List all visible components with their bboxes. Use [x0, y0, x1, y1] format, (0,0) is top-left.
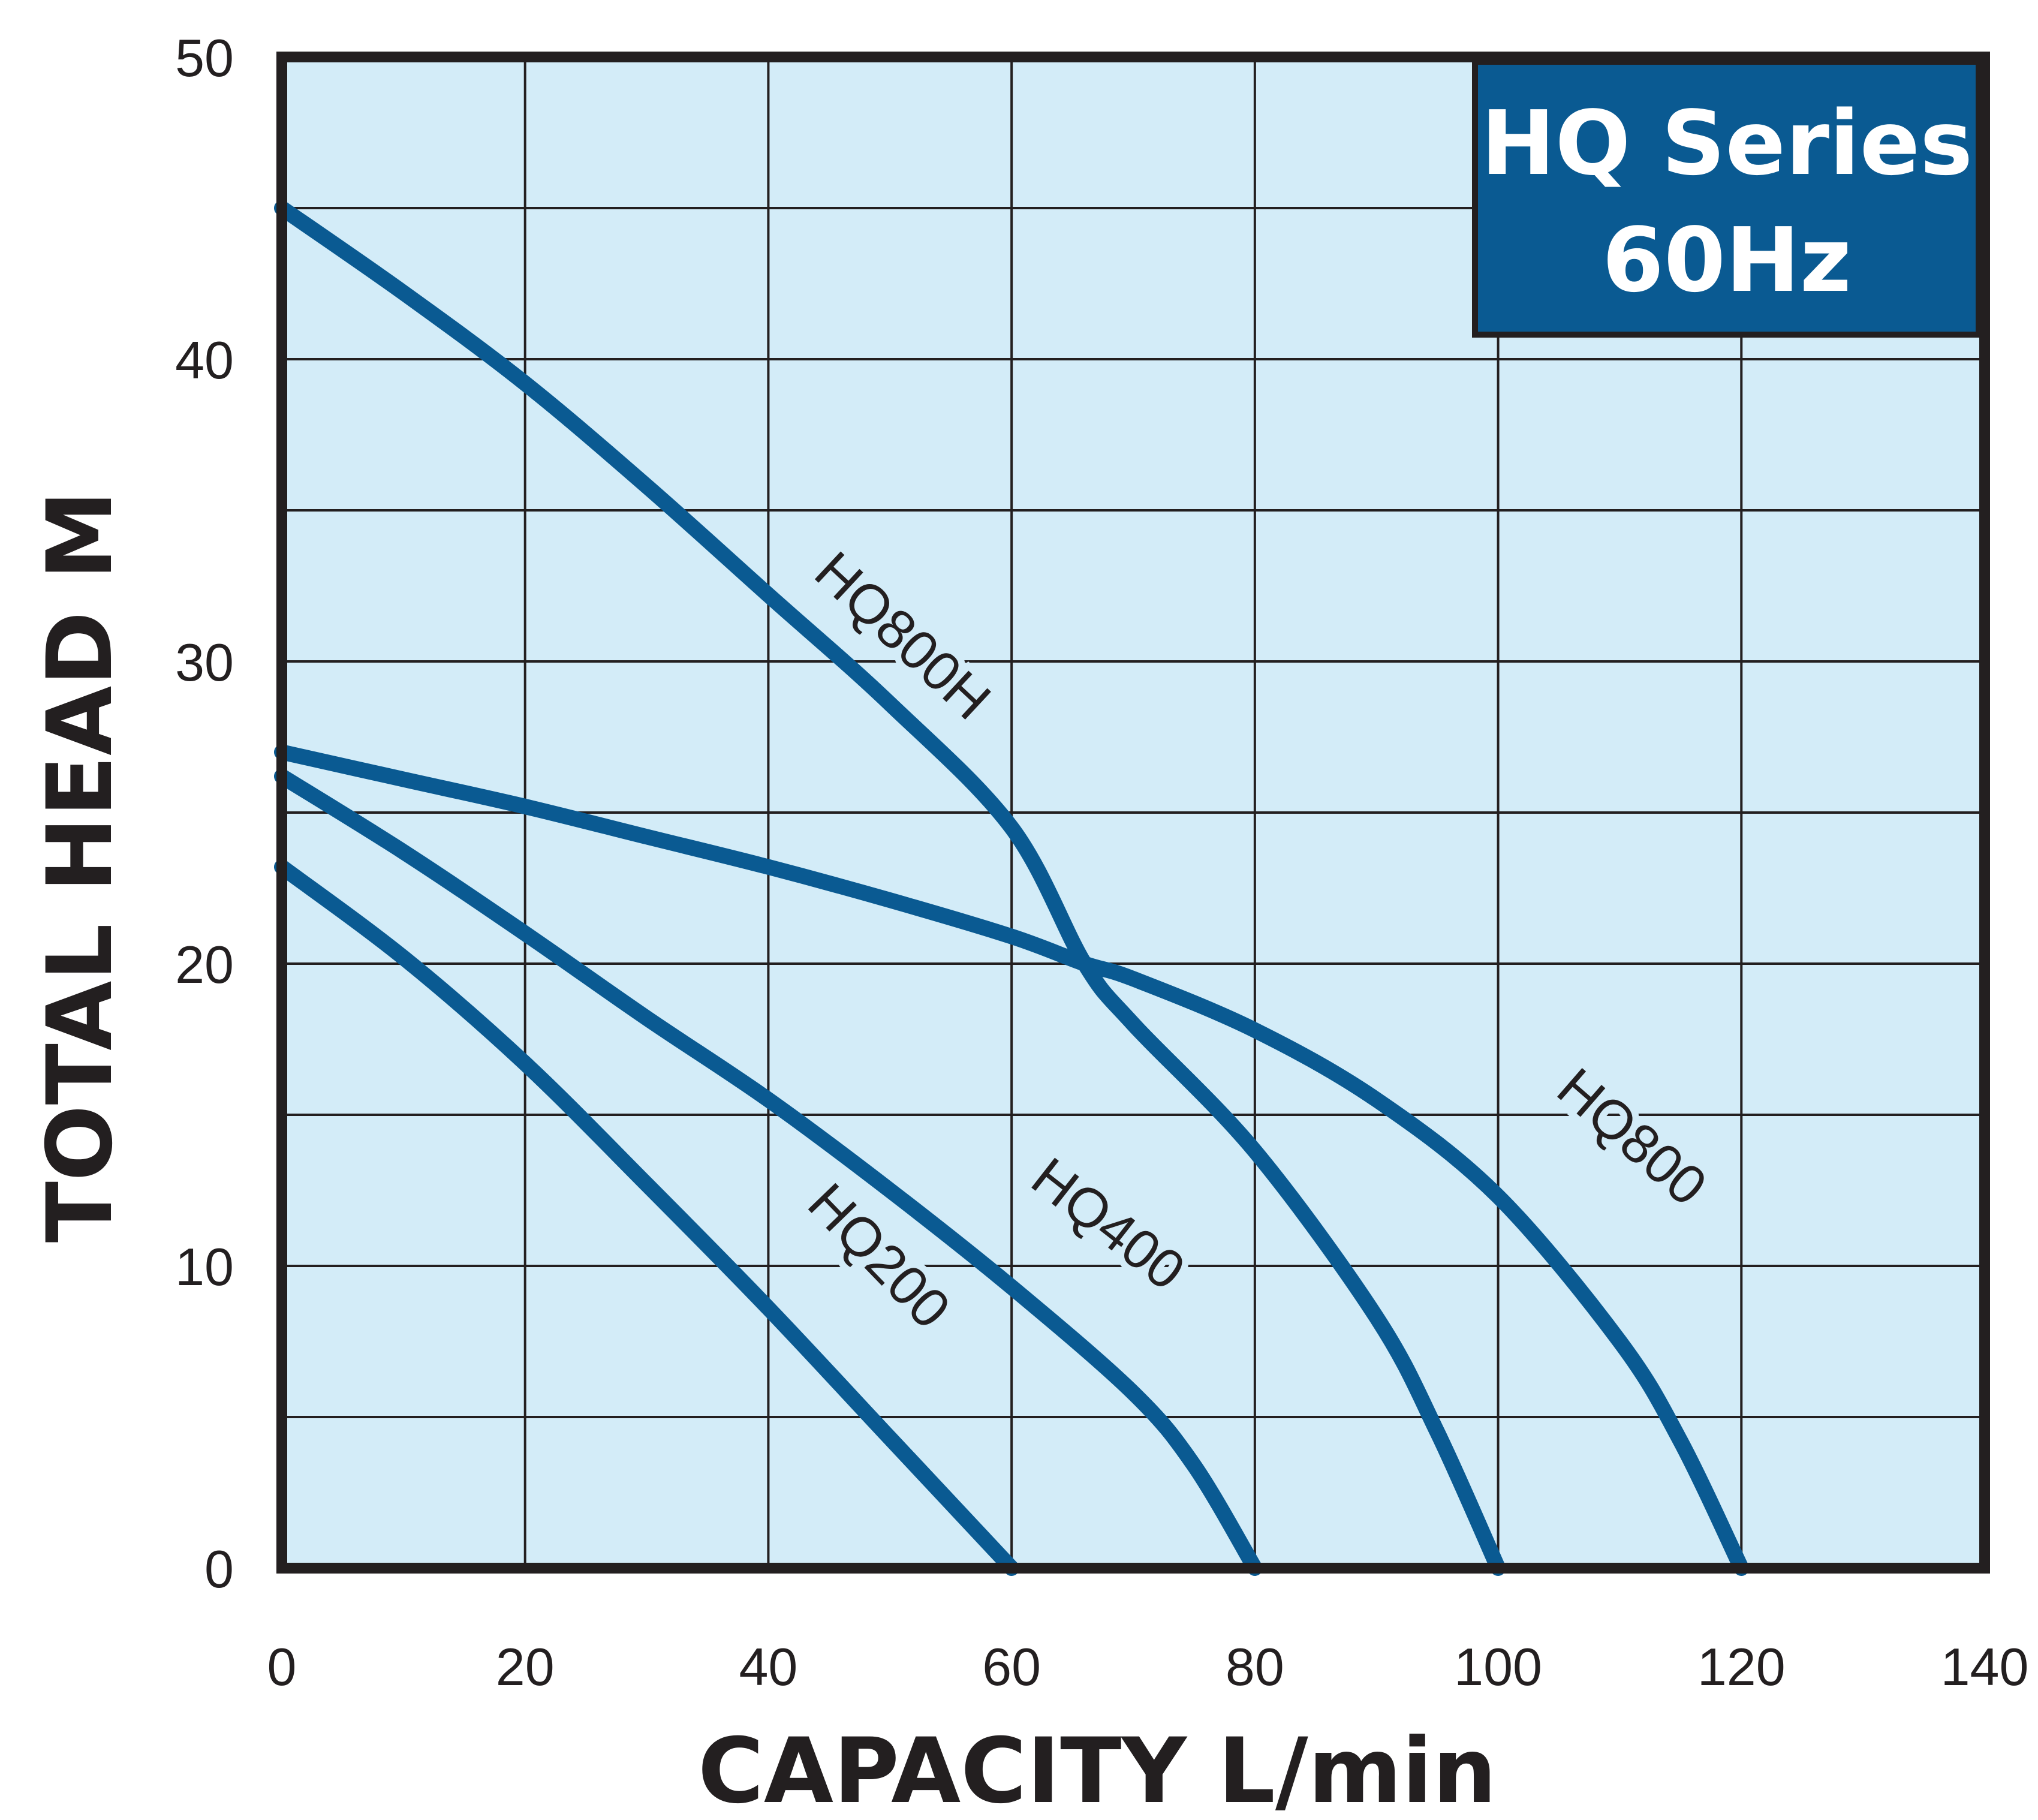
series-line-hq800 [274, 744, 1750, 1576]
x-tick-label: 100 [1454, 1637, 1542, 1696]
series-line-hq800h [274, 200, 1506, 1576]
y-tick-label: 30 [175, 633, 234, 692]
title-box-background [1472, 59, 1982, 338]
x-tick-labels: 0 20 40 60 80 100 120 140 [267, 1637, 2029, 1696]
series-lines [274, 200, 1750, 1576]
x-tick-label: 60 [982, 1637, 1041, 1696]
y-tick-label: 40 [175, 330, 234, 390]
x-tick-label: 140 [1941, 1637, 2029, 1696]
x-tick-label: 20 [496, 1637, 555, 1696]
x-tick-label: 80 [1226, 1637, 1284, 1696]
y-tick-label: 0 [204, 1539, 234, 1599]
x-tick-label: 0 [267, 1637, 297, 1696]
chart-title: HQ Series [1481, 92, 1973, 195]
title-box: HQ Series 60Hz [1472, 59, 1982, 338]
series-line-hq200 [274, 859, 1020, 1576]
y-tick-label: 10 [175, 1237, 234, 1296]
series-line-hq400 [274, 768, 1263, 1576]
y-axis-title: TOTAL HEAD M [28, 491, 133, 1243]
plot-frame [276, 52, 1990, 1574]
chart-subtitle: 60Hz [1602, 209, 1852, 312]
x-tick-label: 40 [739, 1637, 797, 1696]
y-tick-label: 50 [175, 28, 234, 88]
y-tick-labels: 0 10 20 30 40 50 [175, 28, 234, 1599]
x-tick-label: 120 [1697, 1637, 1786, 1696]
y-tick-label: 20 [175, 935, 234, 994]
x-axis-title: CAPACITY L/min [698, 1719, 1497, 1820]
